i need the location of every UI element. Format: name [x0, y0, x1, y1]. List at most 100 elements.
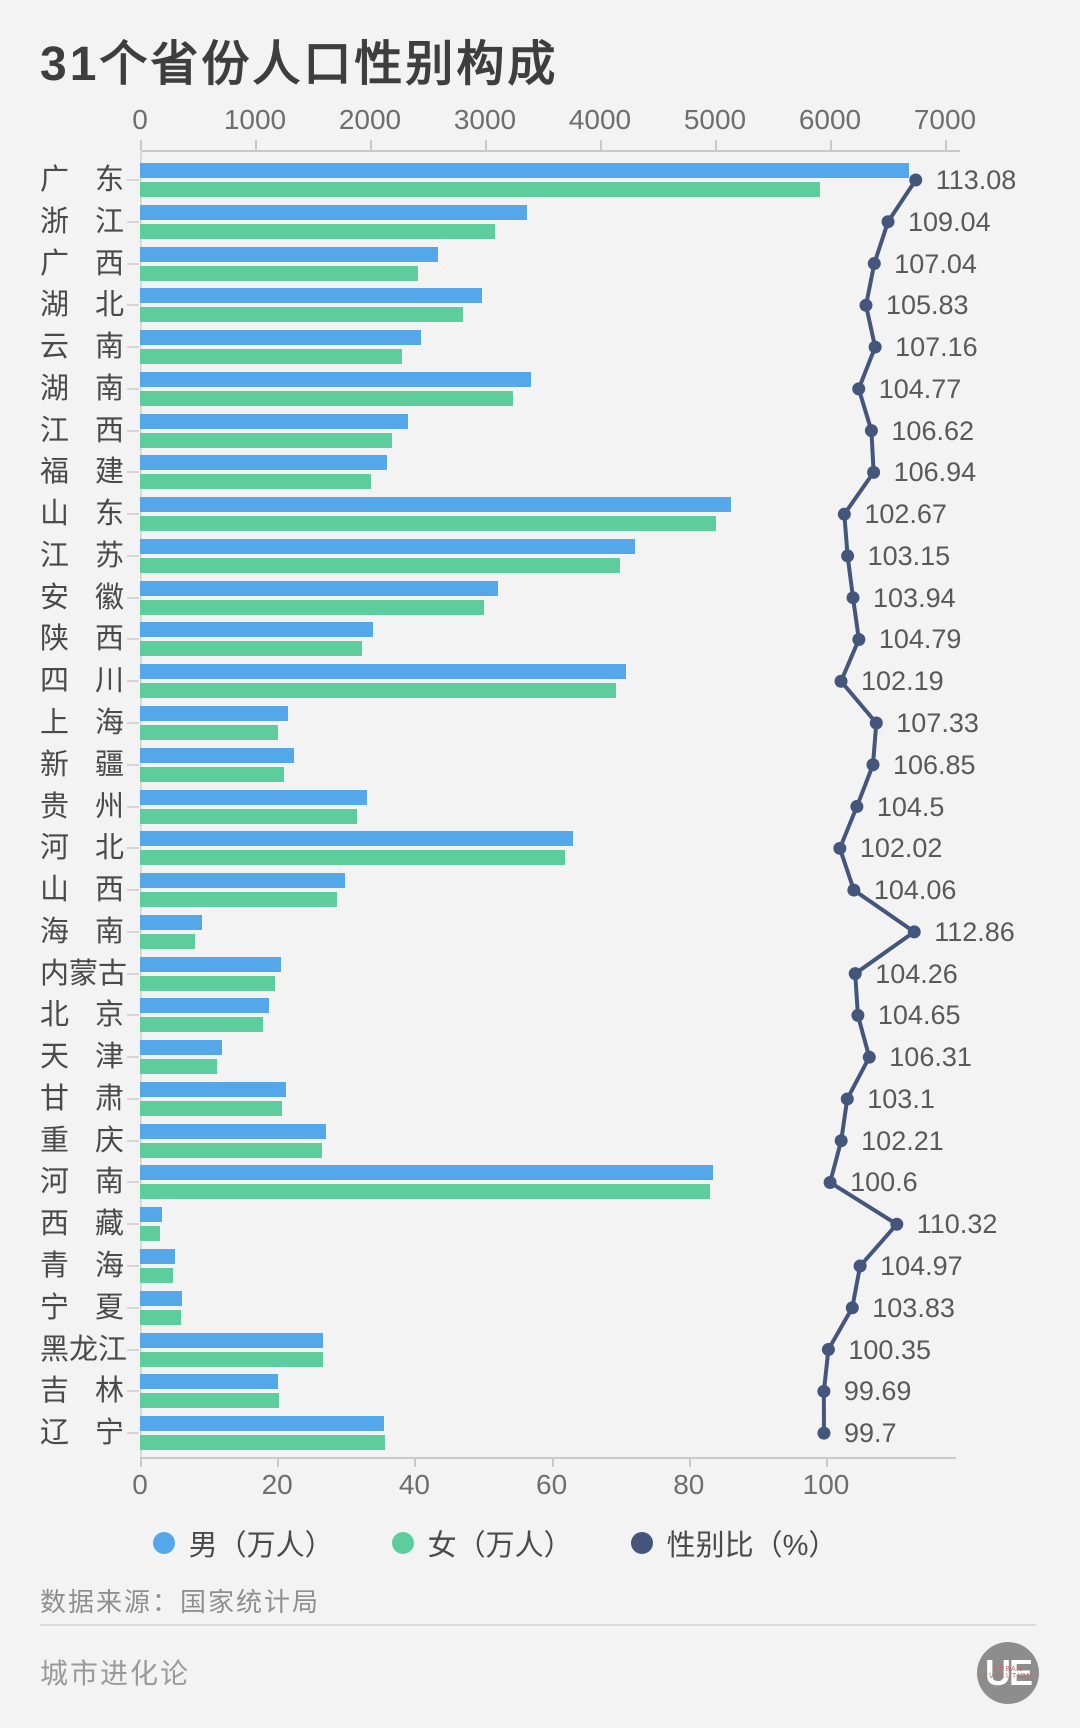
female-bar [140, 766, 284, 782]
male-bar [140, 1165, 714, 1181]
line-point [817, 1384, 831, 1398]
brand-logo: UE URBAN EVOLUTION [977, 1642, 1039, 1704]
male-bar [140, 622, 373, 638]
male-bar [140, 789, 367, 805]
top-axis-line [140, 150, 960, 152]
sex-ratio-value: 103.94 [873, 582, 956, 613]
province-label: 浙江 [40, 205, 124, 238]
female-bar [140, 975, 276, 991]
bottom-axis-tick [826, 1457, 828, 1467]
sex-ratio-value: 104.06 [873, 875, 957, 906]
male-bar [140, 664, 627, 680]
province-label: 吉林 [40, 1375, 124, 1408]
province-label: 山西 [40, 874, 124, 907]
female-bar [140, 1351, 323, 1367]
line-point [847, 883, 861, 897]
bottom-axis-tick [688, 1457, 691, 1467]
sex-ratio-value: 100.35 [848, 1334, 931, 1365]
line-point [864, 424, 878, 438]
female-bar [140, 641, 362, 657]
province-label: 宁夏 [40, 1291, 124, 1324]
line-point [833, 841, 847, 855]
male-bar [140, 371, 531, 387]
female-bar [140, 1309, 181, 1325]
line-point [881, 215, 895, 229]
y-axis-tick [127, 429, 139, 432]
top-axis-tick [945, 140, 947, 150]
sex-ratio-value: 104.5 [876, 791, 945, 822]
female-bar [140, 474, 371, 490]
top-axis-tick-label: 2000 [338, 104, 402, 135]
y-axis-tick [127, 722, 139, 724]
legend-dot-icon [630, 1532, 653, 1554]
province-label: 江西 [40, 414, 124, 447]
y-axis-tick [127, 1390, 139, 1393]
line-point [841, 549, 855, 563]
male-bar [140, 497, 732, 513]
province-label: 河北 [40, 832, 124, 865]
female-bar [140, 1100, 282, 1116]
brand-name: 城市进化论 [40, 1658, 191, 1689]
province-label: 贵州 [40, 790, 124, 823]
female-bar [140, 1393, 279, 1409]
female-bar [140, 223, 496, 239]
line-point [852, 632, 866, 646]
bottom-axis-tick [551, 1457, 554, 1467]
province-label: 青海 [40, 1250, 124, 1283]
sex-ratio-value: 103.15 [867, 540, 951, 571]
sex-ratio-value: 110.32 [916, 1209, 998, 1240]
female-bar [140, 1435, 386, 1451]
line-point [817, 1426, 831, 1440]
female-bar [140, 808, 357, 824]
male-bar [140, 163, 909, 178]
province-label: 四川 [40, 665, 124, 698]
top-axis-tick [370, 140, 372, 150]
province-label: 黑龙江 [40, 1333, 128, 1366]
sex-ratio-value: 106.94 [893, 457, 977, 488]
province-label: 河南 [40, 1166, 124, 1199]
province-label: 安徽 [40, 581, 124, 614]
female-bar [140, 516, 717, 532]
province-label: 湖南 [40, 372, 124, 405]
sex-ratio-value: 102.19 [861, 666, 944, 697]
sex-ratio-value: 100.6 [850, 1167, 918, 1198]
y-axis-tick [127, 346, 139, 349]
sex-ratio-value: 107.04 [894, 248, 977, 279]
province-label: 西藏 [40, 1208, 124, 1241]
bottom-axis-tick-label: 80 [673, 1469, 705, 1500]
province-label: 陕西 [40, 623, 124, 656]
top-axis-tick-label: 7000 [913, 104, 977, 135]
male-bar [140, 246, 438, 262]
line-point [851, 1008, 865, 1022]
sex-ratio-value: 112.86 [934, 916, 1015, 947]
female-bar [140, 557, 620, 573]
line-point [848, 967, 862, 981]
male-bar [140, 831, 574, 847]
sex-ratio-value: 104.77 [878, 373, 962, 404]
line-point [840, 1092, 854, 1106]
male-bar [140, 288, 482, 304]
male-bar [140, 1207, 162, 1223]
male-bar [140, 1249, 175, 1265]
bottom-axis-tick-label: 20 [261, 1469, 293, 1500]
line-point [859, 298, 873, 312]
male-bar [140, 1290, 183, 1306]
line-point [868, 340, 882, 354]
sex-ratio-value: 106.62 [891, 415, 974, 446]
sex-ratio-value: 109.04 [908, 206, 991, 237]
sex-ratio-value: 102.02 [859, 833, 943, 864]
female-bar [140, 265, 419, 281]
y-axis-tick [127, 596, 139, 599]
sex-ratio-value: 102.67 [864, 499, 947, 530]
sex-ratio-value: 105.83 [885, 290, 969, 321]
bottom-axis-tick-label: 60 [536, 1469, 568, 1500]
line-point [821, 1343, 835, 1357]
province-label: 湖北 [40, 289, 124, 322]
legend-label: 女（万人） [427, 1530, 573, 1562]
divider-line [40, 1624, 1036, 1626]
bottom-axis-tick [414, 1457, 417, 1467]
province-label: 辽宁 [40, 1417, 124, 1450]
sex-ratio-value: 99.7 [843, 1418, 897, 1449]
female-bar [140, 599, 485, 615]
